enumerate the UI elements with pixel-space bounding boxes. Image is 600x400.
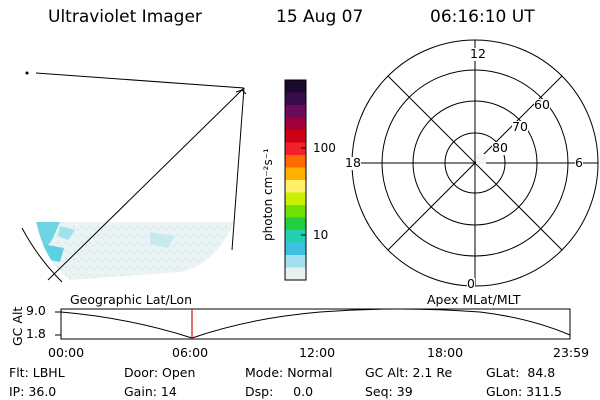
footer-dsp: Dsp: 0.0 <box>245 384 314 399</box>
polar-label-6: 6 <box>575 155 583 170</box>
colorbar-segment <box>285 80 306 94</box>
timeline-xtick-2359: 23:59 <box>553 345 590 360</box>
colorbar-segment <box>285 130 306 144</box>
instrument-title: Ultraviolet Imager <box>48 7 202 27</box>
altitude-curve <box>60 308 571 339</box>
colorbar-segment <box>285 167 306 181</box>
timeline-ytick-9: 9.0 <box>26 303 46 318</box>
colorbar-segment <box>285 205 306 219</box>
footer-glat: GLat: 84.8 <box>486 365 556 380</box>
colorbar-segment <box>285 92 306 106</box>
polar-label-18: 18 <box>345 155 361 170</box>
colorbar-segment <box>285 255 306 269</box>
footer-mode: Mode: Normal <box>245 365 333 380</box>
colorbar-segment <box>285 142 306 156</box>
footer-door: Door: Open <box>124 365 196 380</box>
colorbar-segment <box>285 242 306 256</box>
polar-lat-60: 60 <box>534 97 550 112</box>
colorbar-segment <box>285 155 306 169</box>
colorbar-tick-10: 10 <box>313 228 329 242</box>
polar-label-0: 0 <box>467 276 475 291</box>
footer-seq: Seq: 39 <box>365 384 413 399</box>
polar-lat-80: 80 <box>492 140 508 155</box>
footer-gc-alt: GC Alt: 2.1 Re <box>365 365 453 380</box>
polar-lat-70: 70 <box>512 119 528 134</box>
timeline-ytick-1-8: 1.8 <box>26 326 46 341</box>
colorbar-frame <box>284 79 307 281</box>
polar-label-12: 12 <box>470 46 486 61</box>
footer-gain: Gain: 14 <box>124 384 177 399</box>
colorbar-segment <box>285 192 306 206</box>
timeline-xtick-1800: 18:00 <box>427 345 464 360</box>
footer-glon: GLon: 311.5 <box>486 384 562 399</box>
colorbar-tick-100: 100 <box>313 141 336 155</box>
colorbar-segment <box>285 267 306 281</box>
timeline-title-left: Geographic Lat/Lon <box>70 292 192 307</box>
footer-filter: Flt: LBHL <box>9 365 65 380</box>
timeline-title-right: Apex MLat/MLT <box>427 292 521 307</box>
footer-ip: IP: 36.0 <box>9 384 57 399</box>
timeline-xtick-0600: 06:00 <box>172 345 209 360</box>
colorbar-segment <box>285 217 306 231</box>
timeline-xtick-0000: 00:00 <box>48 345 85 360</box>
timeline-xtick-1200: 12:00 <box>299 345 336 360</box>
colorbar-segment <box>285 117 306 131</box>
colorbar-segment <box>285 230 306 244</box>
colorbar-segment <box>285 180 306 194</box>
time-label: 06:16:10 UT <box>430 7 535 27</box>
colorbar-segment <box>285 105 306 119</box>
date-label: 15 Aug 07 <box>276 7 364 27</box>
